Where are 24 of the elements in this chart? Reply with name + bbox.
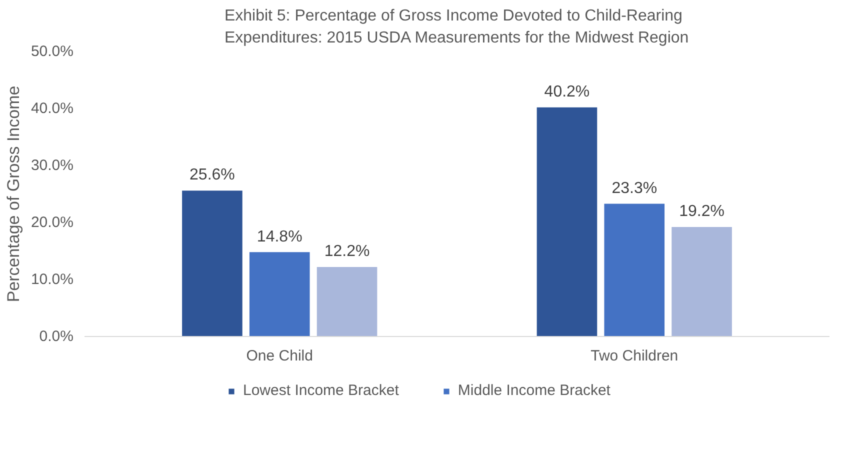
data-label: 40.2% bbox=[544, 84, 590, 101]
y-tick-label: 10.0% bbox=[30, 271, 74, 288]
bar bbox=[672, 227, 732, 336]
data-label: 19.2% bbox=[679, 203, 724, 220]
bar bbox=[604, 204, 665, 336]
data-label: 14.8% bbox=[256, 228, 302, 246]
bar bbox=[316, 266, 378, 336]
bar bbox=[249, 252, 310, 336]
y-tick-label: 50.0% bbox=[30, 43, 74, 60]
bar bbox=[536, 107, 598, 336]
chart-title: Exhibit 5: Percentage of Gross Income Devoted to Child-Rearing Expenditures: 2015 USDA Measurements for the Midwest Region bbox=[224, 7, 689, 46]
y-tick-label: 30.0% bbox=[30, 157, 74, 174]
y-tick-label: 20.0% bbox=[30, 214, 74, 231]
y-axis-title: Percentage of Gross Income bbox=[4, 86, 23, 302]
data-label: 25.6% bbox=[190, 166, 235, 184]
legend-label: Lowest Income Bracket bbox=[243, 382, 399, 399]
legend-label: Middle Income Bracket bbox=[458, 382, 610, 399]
data-label: 23.3% bbox=[612, 180, 658, 197]
data-label: 12.2% bbox=[324, 243, 370, 260]
x-tick-label: Two Children bbox=[590, 348, 678, 364]
y-tick-label: 0.0% bbox=[39, 328, 74, 345]
y-tick-label: 40.0% bbox=[30, 100, 74, 117]
bar bbox=[182, 190, 242, 336]
x-tick-label: One Child bbox=[246, 348, 313, 364]
